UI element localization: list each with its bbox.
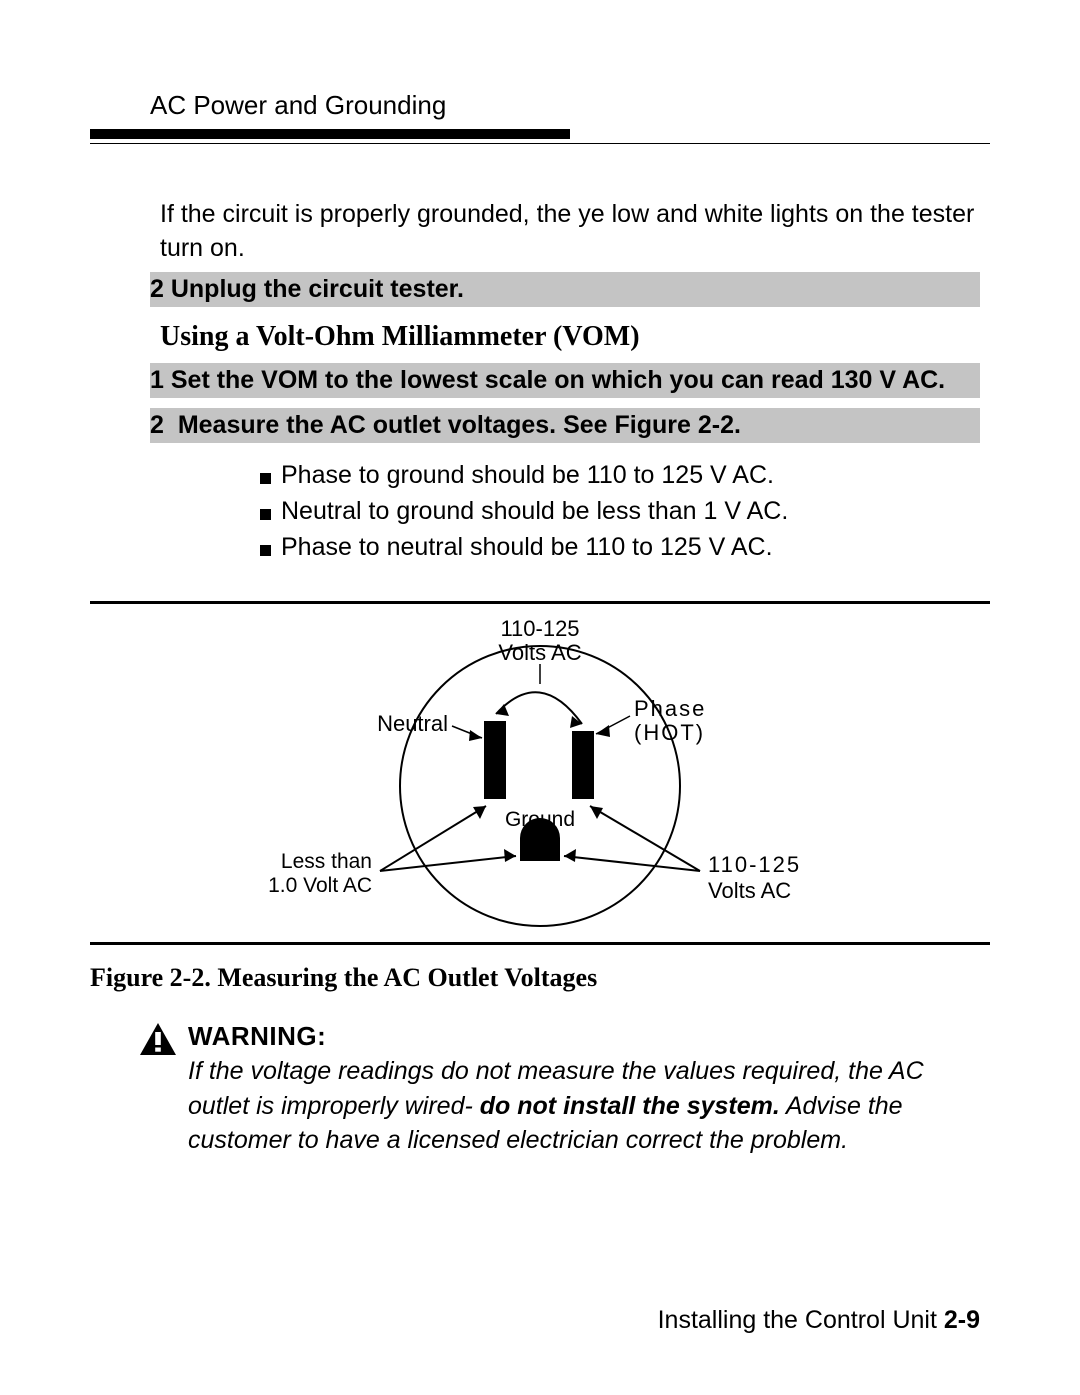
page-footer: Installing the Control Unit 2-9	[658, 1306, 980, 1335]
header-thin-rule	[90, 143, 990, 144]
step-number: 2	[150, 275, 164, 303]
fig-left-2: 1.0 Volt AC	[268, 874, 372, 897]
fig-left-1: Less than	[281, 850, 372, 873]
bullet-list: Phase to ground should be 110 to 125 V A…	[260, 457, 980, 566]
step-text: Set the VOM to the lowest scale on which…	[171, 366, 945, 394]
figure-caption: Figure 2-2. Measuring the AC Outlet Volt…	[90, 963, 990, 993]
list-item: Phase to ground should be 110 to 125 V A…	[260, 457, 980, 493]
fig-top-label-1: 110-125	[500, 616, 579, 641]
subheading-vom: Using a Volt-Ohm Milliammeter (VOM)	[160, 321, 980, 353]
figure-bottom-rule	[90, 942, 990, 945]
warning-block: WARNING: If the voltage readings do not …	[138, 1021, 990, 1158]
step-number: 2	[150, 411, 164, 439]
bullet-text: Phase to ground should be 110 to 125 V A…	[281, 457, 774, 493]
fig-right-2: Volts AC	[708, 878, 791, 903]
bullet-square-icon	[260, 509, 271, 520]
step-set-vom: 1 Set the VOM to the lowest scale on whi…	[150, 363, 980, 398]
bullet-text: Neutral to ground should be less than 1 …	[281, 493, 788, 529]
figure-top-rule	[90, 601, 990, 604]
list-item: Neutral to ground should be less than 1 …	[260, 493, 980, 529]
step-text: Measure the AC outlet voltages. See Figu…	[178, 411, 741, 439]
bullet-text: Phase to neutral should be 110 to 125 V …	[281, 529, 773, 565]
footer-text: Installing the Control Unit	[658, 1306, 937, 1334]
step-text: Unplug the circuit tester.	[171, 275, 464, 303]
intro-paragraph: If the circuit is properly grounded, the…	[160, 198, 980, 266]
fig-neutral: Neutral	[377, 711, 448, 736]
step-unplug-tester: 2 Unplug the circuit tester.	[150, 272, 980, 307]
warning-label: WARNING:	[188, 1021, 990, 1052]
fig-ground: Ground	[505, 808, 575, 831]
fig-top-label-2: Volts AC	[498, 640, 581, 665]
bullet-square-icon	[260, 545, 271, 556]
warning-body-strong: do not install the system.	[480, 1092, 780, 1120]
warning-body: If the voltage readings do not measure t…	[188, 1054, 990, 1158]
header-black-bar	[90, 129, 570, 139]
step-number: 1	[150, 366, 164, 394]
bullet-square-icon	[260, 473, 271, 484]
fig-phase-2: (HOT)	[634, 720, 705, 745]
warning-icon	[138, 1021, 178, 1062]
footer-page-number: 2-9	[944, 1306, 980, 1334]
step-measure-voltages: 2 Measure the AC outlet voltages. See Fi…	[150, 408, 980, 443]
fig-right-1: 110-125	[708, 852, 801, 877]
list-item: Phase to neutral should be 110 to 125 V …	[260, 529, 980, 565]
page-header-title: AC Power and Grounding	[150, 90, 990, 121]
outlet-diagram: 110-125 Volts AC Neutral Phase (HOT) Gro…	[220, 616, 860, 934]
fig-phase-1: Phase	[634, 696, 706, 721]
figure-container: 110-125 Volts AC Neutral Phase (HOT) Gro…	[90, 601, 990, 993]
